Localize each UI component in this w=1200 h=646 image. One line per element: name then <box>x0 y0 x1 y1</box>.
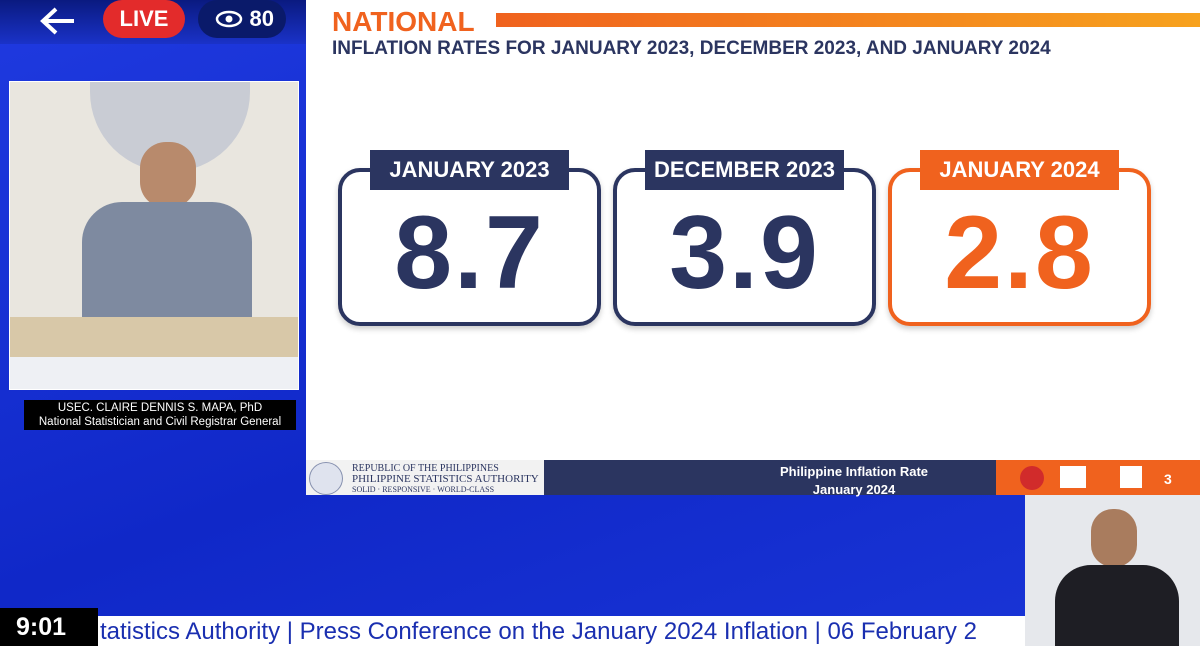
rate-card: DECEMBER 2023 3.9 <box>613 150 876 326</box>
badge <box>1060 466 1086 488</box>
page-number: 3 <box>1164 471 1172 487</box>
interpreter-head <box>1091 509 1137 567</box>
clock: 9:01 <box>0 608 98 646</box>
news-ticker: tatistics Authority | Press Conference o… <box>0 616 1025 646</box>
org-line: REPUBLIC OF THE PHILIPPINES <box>352 463 499 474</box>
rate-card: JANUARY 2024 2.8 <box>888 150 1151 326</box>
interpreter-video <box>1025 495 1200 646</box>
qr-code <box>1120 466 1142 488</box>
viewer-count: 80 <box>198 0 286 38</box>
live-badge: LIVE <box>103 0 185 38</box>
speaker-video <box>9 81 299 390</box>
interpreter-body <box>1055 565 1179 646</box>
footer-accent: 3 <box>996 460 1200 495</box>
slide-heading: NATIONAL <box>332 6 475 37</box>
org-line: PHILIPPINE STATISTICS AUTHORITY <box>352 473 539 485</box>
card-label: DECEMBER 2023 <box>645 150 844 190</box>
speaker-head <box>140 142 196 208</box>
slide: NATIONAL INFLATION RATES FOR JANUARY 202… <box>306 0 1200 497</box>
desk-front <box>10 357 298 389</box>
footer-period: January 2024 <box>812 482 896 497</box>
card-value: 2.8 <box>944 195 1095 311</box>
eye-icon <box>215 10 242 28</box>
org-line: SOLID · RESPONSIVE · WORLD-CLASS <box>352 485 495 494</box>
badge <box>1020 466 1044 490</box>
viewer-number: 80 <box>249 6 274 31</box>
card-value: 3.9 <box>669 195 820 311</box>
psa-logo <box>309 462 343 495</box>
footer-title: Philippine Inflation Rate <box>779 464 929 479</box>
card-label: JANUARY 2024 <box>920 150 1119 190</box>
heading-rule <box>496 13 1200 27</box>
card-label: JANUARY 2023 <box>370 150 569 190</box>
ticker-text: tatistics Authority | Press Conference o… <box>100 618 977 645</box>
speaker-name: USEC. CLAIRE DENNIS S. MAPA, PhD <box>57 402 263 414</box>
speaker-role: National Statistician and Civil Registra… <box>38 416 282 428</box>
slide-subtitle: INFLATION RATES FOR JANUARY 2023, DECEMB… <box>332 38 1051 59</box>
card-value: 8.7 <box>394 195 545 311</box>
speaker-caption: USEC. CLAIRE DENNIS S. MAPA, PhD Nationa… <box>24 400 296 430</box>
slide-footer: REPUBLIC OF THE PHILIPPINES PHILIPPINE S… <box>306 460 1200 497</box>
back-button[interactable] <box>38 6 78 36</box>
rate-card: JANUARY 2023 8.7 <box>338 150 601 326</box>
desk <box>10 317 298 357</box>
